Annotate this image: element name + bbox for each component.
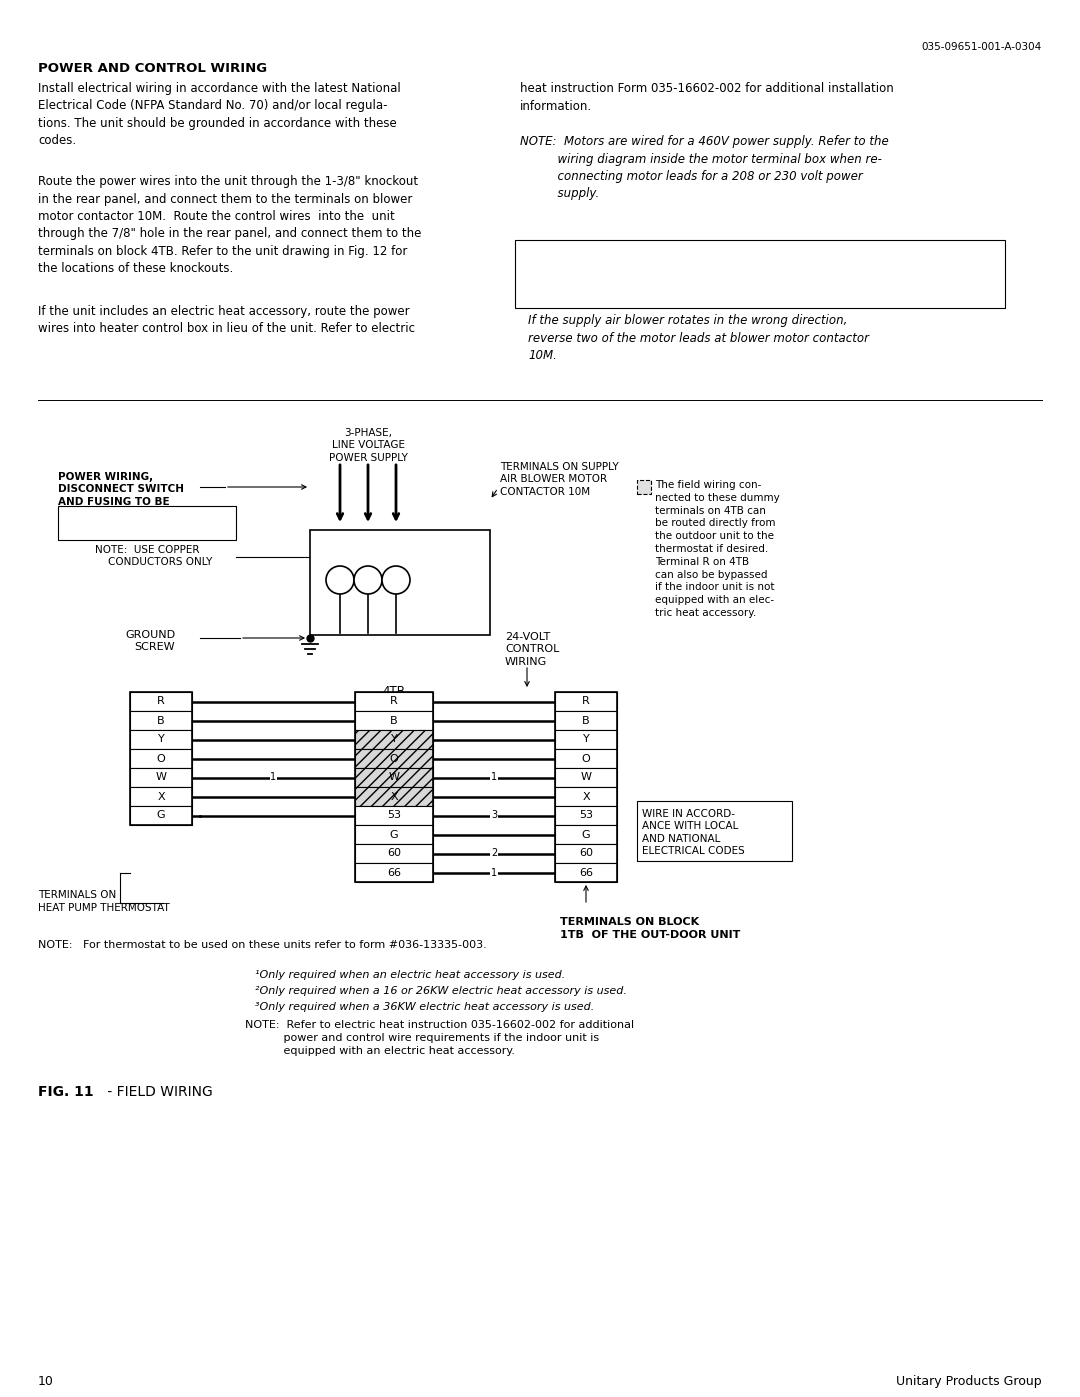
Bar (355, 692, 433, 711)
Bar (130, 692, 192, 711)
Text: 2: 2 (491, 848, 497, 859)
Text: O: O (582, 753, 591, 764)
Text: O: O (390, 753, 399, 764)
Text: 66: 66 (579, 868, 593, 877)
Bar (355, 749, 433, 768)
Text: NOTE:  USE COPPER
        CONDUCTORS ONLY: NOTE: USE COPPER CONDUCTORS ONLY (82, 545, 212, 567)
Text: The field wiring con-
nected to these dummy
terminals on 4TB can
be routed direc: The field wiring con- nected to these du… (654, 481, 780, 617)
Bar (355, 731, 433, 749)
Text: heat instruction Form 035-16602-002 for additional installation
information.: heat instruction Form 035-16602-002 for … (519, 82, 894, 113)
Bar (515, 240, 1005, 307)
Text: X: X (390, 792, 397, 802)
Circle shape (382, 566, 410, 594)
Text: Y: Y (158, 735, 164, 745)
Text: 10: 10 (38, 1375, 54, 1389)
Text: NOTE:  Motors are wired for a 460V power supply. Refer to the
          wiring d: NOTE: Motors are wired for a 460V power … (519, 136, 889, 201)
Text: O: O (157, 753, 165, 764)
Text: ³Only required when a 36KW electric heat accessory is used.: ³Only required when a 36KW electric heat… (255, 1002, 594, 1011)
Bar (555, 749, 617, 768)
Text: W: W (156, 773, 166, 782)
Text: Y: Y (582, 735, 590, 745)
Text: G: G (582, 830, 591, 840)
Text: 66: 66 (387, 868, 401, 877)
Bar (355, 787, 433, 806)
Bar (355, 844, 433, 863)
Text: TERMINALS ON
HEAT PUMP THERMOSTAT: TERMINALS ON HEAT PUMP THERMOSTAT (38, 890, 170, 912)
Text: 53: 53 (387, 810, 401, 820)
Text: NOTE:   For thermostat to be used on these units refer to form #036-13335-003.: NOTE: For thermostat to be used on these… (38, 940, 487, 950)
Text: 035-09651-001-A-0304: 035-09651-001-A-0304 (921, 42, 1042, 52)
Bar (555, 768, 617, 787)
Bar (130, 787, 192, 806)
Bar (555, 806, 617, 826)
Text: 3-PHASE,
LINE VOLTAGE
POWER SUPPLY: 3-PHASE, LINE VOLTAGE POWER SUPPLY (328, 427, 407, 462)
Bar (637, 481, 651, 495)
Text: 1: 1 (491, 868, 497, 877)
Text: Unitary Products Group: Unitary Products Group (896, 1375, 1042, 1389)
Text: Y: Y (391, 735, 397, 745)
Bar (130, 768, 192, 787)
Text: GROUND
SCREW: GROUND SCREW (125, 630, 175, 652)
Text: POWER AND CONTROL WIRING: POWER AND CONTROL WIRING (38, 61, 267, 75)
Bar (555, 844, 617, 863)
Text: X: X (158, 792, 165, 802)
Text: R: R (582, 697, 590, 707)
Bar (555, 787, 617, 806)
Text: 1: 1 (270, 773, 276, 782)
Text: G: G (157, 810, 165, 820)
Text: W: W (389, 773, 400, 782)
Text: R: R (157, 697, 165, 707)
Text: 4TB: 4TB (382, 685, 405, 698)
Bar (355, 768, 433, 787)
Bar (355, 711, 433, 731)
Text: - FIELD WIRING: - FIELD WIRING (103, 1085, 213, 1099)
Bar (555, 711, 617, 731)
Text: B: B (582, 715, 590, 725)
Text: 60: 60 (387, 848, 401, 859)
Text: R: R (390, 697, 397, 707)
Text: WIRE IN ACCORD-
ANCE WITH LOCAL
AND NATIONAL
ELECTRICAL CODES: WIRE IN ACCORD- ANCE WITH LOCAL AND NATI… (642, 809, 745, 856)
Bar (130, 806, 192, 826)
Circle shape (354, 566, 382, 594)
Text: If the unit includes an electric heat accessory, route the power
wires into heat: If the unit includes an electric heat ac… (38, 305, 415, 335)
Bar (355, 692, 433, 882)
Bar (58, 506, 237, 541)
Text: 1: 1 (491, 773, 497, 782)
Bar (555, 692, 617, 882)
Text: 60: 60 (579, 848, 593, 859)
Text: B: B (158, 715, 165, 725)
Circle shape (326, 566, 354, 594)
Bar (555, 731, 617, 749)
Bar (130, 749, 192, 768)
Text: Route the power wires into the unit through the 1-3/8" knockout
in the rear pane: Route the power wires into the unit thro… (38, 175, 421, 275)
Text: 3: 3 (491, 810, 497, 820)
Text: TERMINALS ON SUPPLY
AIR BLOWER MOTOR
CONTACTOR 10M: TERMINALS ON SUPPLY AIR BLOWER MOTOR CON… (500, 462, 619, 497)
Text: ²Only required when a 16 or 26KW electric heat accessory is used.: ²Only required when a 16 or 26KW electri… (255, 986, 626, 996)
Text: FIG. 11: FIG. 11 (38, 1085, 94, 1099)
Bar (555, 692, 617, 711)
Text: Refer to Table 6 to size the disconnect switch, the power wiring,
the fuses and : Refer to Table 6 to size the disconnect … (519, 249, 899, 296)
Text: G: G (390, 830, 399, 840)
Text: Install electrical wiring in accordance with the latest National
Electrical Code: Install electrical wiring in accordance … (38, 82, 401, 148)
Text: If the supply air blower rotates in the wrong direction,
reverse two of the moto: If the supply air blower rotates in the … (528, 314, 869, 362)
Bar (130, 711, 192, 731)
Text: ¹Only required when an electric heat accessory is used.: ¹Only required when an electric heat acc… (255, 970, 565, 981)
Text: NOTE:  Refer to electric heat instruction 035-16602-002 for additional
         : NOTE: Refer to electric heat instruction… (245, 1020, 634, 1056)
Bar (355, 806, 433, 826)
Bar (555, 826, 617, 844)
Text: B: B (390, 715, 397, 725)
Text: TERMINALS ON BLOCK
1TB  OF THE OUT-DOOR UNIT: TERMINALS ON BLOCK 1TB OF THE OUT-DOOR U… (561, 916, 741, 940)
Text: W: W (581, 773, 592, 782)
Bar (130, 692, 192, 826)
Bar (555, 863, 617, 882)
Bar (637, 800, 792, 861)
Bar (355, 863, 433, 882)
Text: 53: 53 (579, 810, 593, 820)
Bar (130, 731, 192, 749)
Bar (355, 826, 433, 844)
Text: POWER WIRING,
DISCONNECT SWITCH
AND FUSING TO BE
SUPPLIED BY FIELD: POWER WIRING, DISCONNECT SWITCH AND FUSI… (58, 472, 184, 520)
Text: 24-VOLT
CONTROL
WIRING: 24-VOLT CONTROL WIRING (505, 631, 559, 666)
Text: X: X (582, 792, 590, 802)
Bar (310, 529, 490, 636)
